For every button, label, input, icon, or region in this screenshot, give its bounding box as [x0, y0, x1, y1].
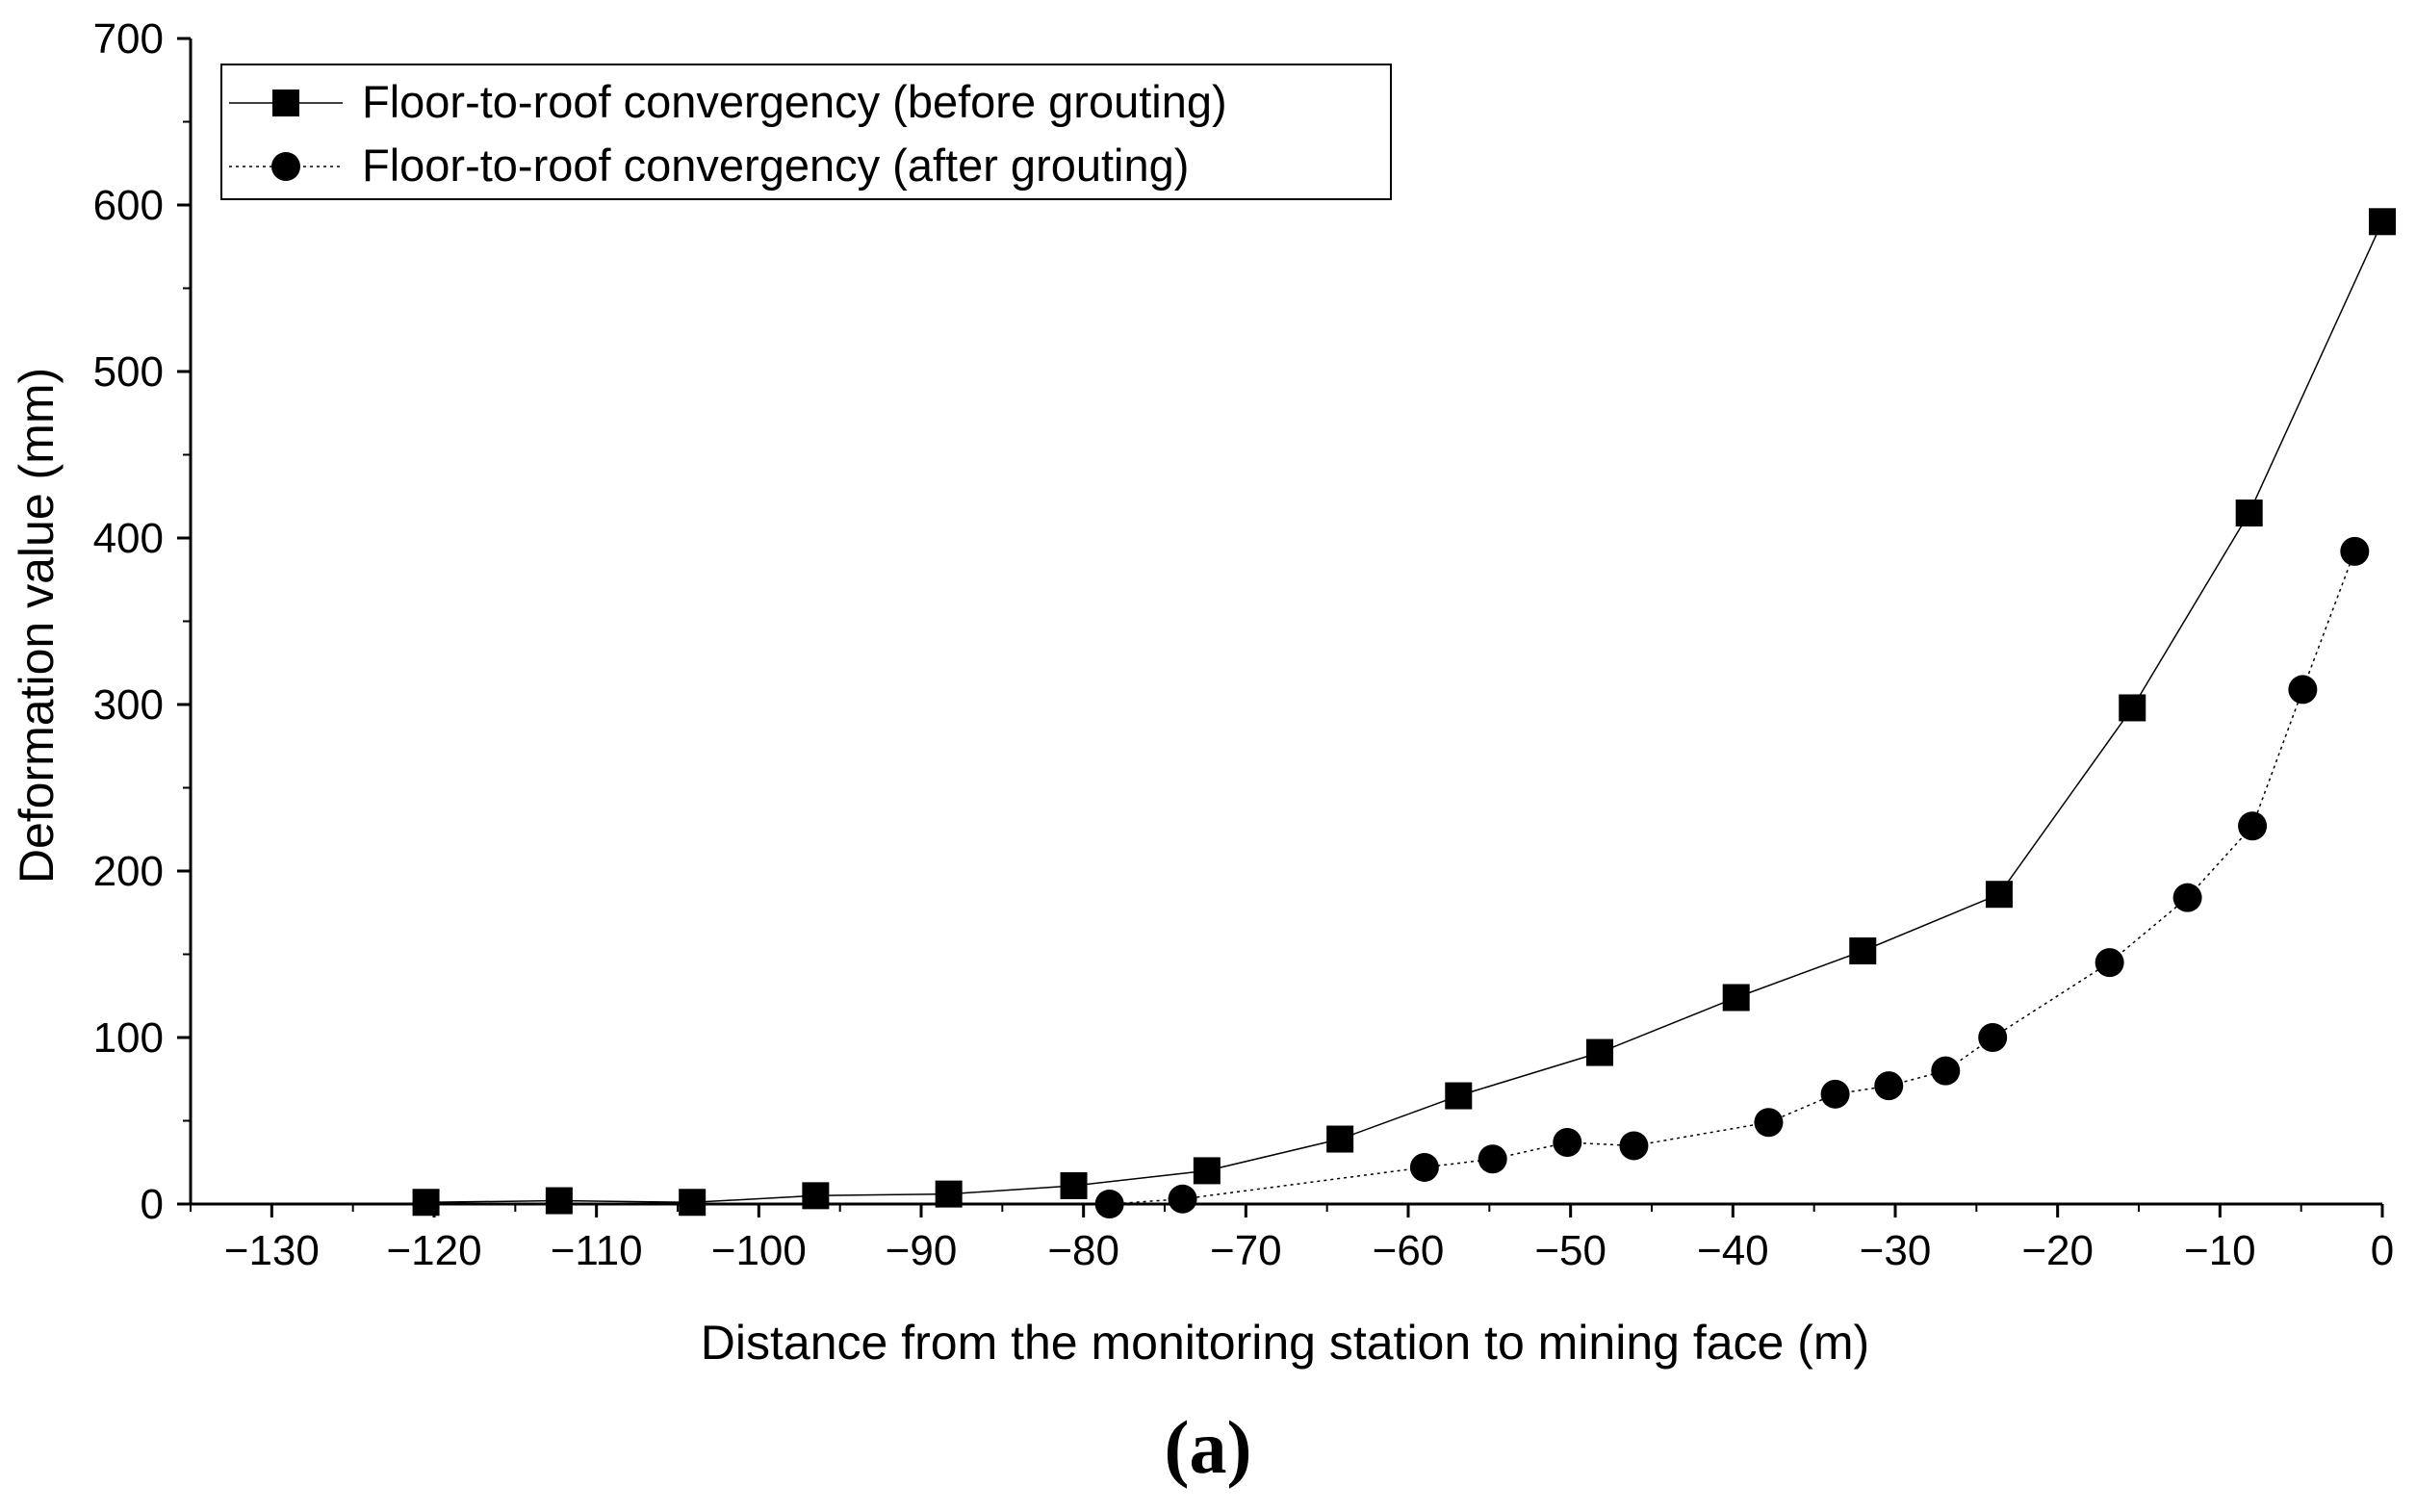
- x-axis-ticks: −130 −120 −110 −100 −90 −80 −70 −60 −50 −40 −30 −20…: [190, 1204, 2394, 1274]
- data-point-square: [1849, 937, 1877, 965]
- legend-box: [220, 64, 1392, 200]
- panel-label: (a): [1165, 1405, 1252, 1489]
- x-tick-label: −20: [2021, 1227, 2094, 1274]
- series-line: [425, 220, 2383, 1204]
- data-point-square: [412, 1189, 440, 1217]
- y-tick-label: 400: [93, 515, 164, 562]
- data-point-circle: [2340, 536, 2370, 566]
- data-point-square: [545, 1187, 573, 1215]
- x-tick-label: −30: [1860, 1227, 1932, 1274]
- data-point-circle: [1874, 1071, 1904, 1101]
- x-tick-label: −50: [1534, 1227, 1606, 1274]
- x-tick-label: −110: [551, 1227, 643, 1274]
- y-tick-label: 500: [93, 348, 164, 396]
- y-tick-label: 600: [93, 182, 164, 229]
- x-tick-label: 0: [2371, 1227, 2394, 1274]
- axes-frame: [189, 38, 2382, 1206]
- data-point-square: [1326, 1125, 1354, 1153]
- data-point-circle: [1931, 1056, 1961, 1086]
- y-tick-label: 200: [93, 848, 164, 895]
- x-tick-label: −120: [386, 1227, 481, 1274]
- data-point-circle: [1553, 1127, 1582, 1157]
- data-point-square: [1722, 984, 1750, 1012]
- data-point-circle: [2288, 675, 2318, 705]
- data-point-square: [2235, 500, 2263, 527]
- data-point-circle: [1978, 1023, 2008, 1052]
- data-point-circle: [1094, 1190, 1124, 1218]
- y-axis-label: Deformation value (mm): [10, 368, 64, 884]
- x-tick-label: −40: [1697, 1227, 1769, 1274]
- y-axis-ticks: 0 100 200 300 400 500 600 700: [93, 15, 191, 1228]
- series-after-grouting: [1094, 536, 2370, 1218]
- data-point-circle: [2172, 883, 2202, 912]
- y-tick-label: 100: [93, 1014, 164, 1062]
- data-point-circle: [1754, 1108, 1784, 1138]
- data-point-square: [1060, 1171, 1088, 1199]
- series-line: [1109, 551, 2356, 1205]
- data-point-circle: [1409, 1152, 1439, 1182]
- data-point-square: [2369, 208, 2396, 236]
- x-tick-label: −60: [1373, 1227, 1445, 1274]
- x-axis-label: Distance from the monitoring station to …: [701, 1316, 1869, 1370]
- legend-marker-circle: [271, 152, 300, 181]
- series-before-grouting: [412, 208, 2396, 1217]
- x-tick-label: −90: [886, 1227, 958, 1274]
- x-tick-label: −100: [711, 1227, 807, 1274]
- x-tick-label: −70: [1210, 1227, 1282, 1274]
- legend-marker-square: [272, 90, 299, 116]
- data-point-circle: [1619, 1131, 1649, 1161]
- x-tick-label: −80: [1047, 1227, 1119, 1274]
- data-point-circle: [1478, 1144, 1507, 1174]
- y-tick-label: 700: [93, 15, 164, 63]
- data-point-square: [1985, 881, 2013, 909]
- legend: Floor-to-roof convergency (before grouti…: [220, 64, 1392, 200]
- data-point-circle: [2238, 811, 2268, 841]
- data-point-square: [1193, 1157, 1221, 1185]
- data-point-circle: [2095, 948, 2124, 978]
- data-point-circle: [1168, 1184, 1197, 1214]
- data-point-square: [679, 1189, 707, 1217]
- data-point-square: [802, 1182, 830, 1210]
- legend-label-after: Floor-to-roof convergency (after groutin…: [362, 140, 1189, 191]
- data-point-square: [1586, 1038, 1614, 1066]
- data-point-square: [1445, 1082, 1473, 1110]
- legend-label-before: Floor-to-roof convergency (before grouti…: [362, 76, 1227, 127]
- x-tick-label: −10: [2184, 1227, 2256, 1274]
- data-point-square: [2119, 694, 2146, 722]
- data-point-square: [935, 1180, 963, 1208]
- series-layer: [412, 208, 2396, 1218]
- y-tick-label: 0: [141, 1181, 164, 1228]
- x-tick-label: −130: [224, 1227, 320, 1274]
- data-point-circle: [1820, 1079, 1850, 1109]
- y-tick-label: 300: [93, 681, 164, 729]
